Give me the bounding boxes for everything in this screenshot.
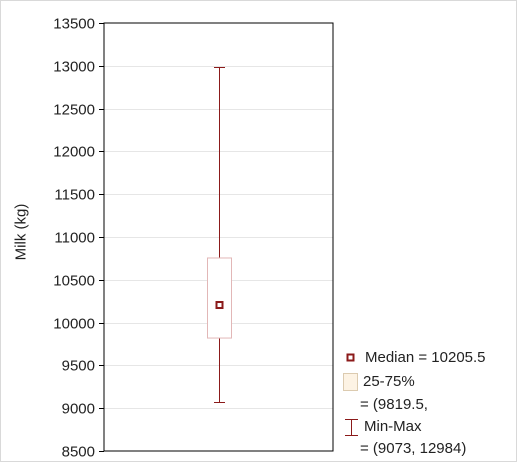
legend-median-symbol [346,353,355,362]
y-axis-ticks: 8500 9000 9500 10000 10500 11000 11500 12000 125… [53,16,104,461]
iqr-box [207,257,232,339]
legend-iqr-values: = (9819.5, [360,396,428,413]
y-tick-label: 13000 [53,59,95,76]
y-tick-label: 12500 [53,102,95,119]
y-tick-label: 10000 [53,316,95,333]
y-tick-label: 10500 [53,273,95,290]
legend-iqr-label: 25-75% [363,373,415,390]
y-tick-label: 9000 [62,401,95,418]
box-series [207,67,232,403]
y-tick-label: 13500 [53,16,95,33]
legend-range-label: Min-Max [364,418,422,435]
median-marker [215,301,224,310]
legend-range-values: = (9073, 12984) [360,440,467,457]
y-tick-label: 9500 [62,358,95,375]
legend-median-label: Median = 10205.5 [365,349,486,366]
grid-lines [104,66,333,409]
y-tick-label: 8500 [62,444,95,461]
y-tick-label: 12000 [53,144,95,161]
y-axis-label: Milk (kg) [12,203,30,261]
legend-iqr-symbol [343,373,358,391]
y-tick-label: 11000 [54,230,95,247]
legend-symbols [343,353,358,436]
y-tick-label: 11500 [54,187,95,204]
